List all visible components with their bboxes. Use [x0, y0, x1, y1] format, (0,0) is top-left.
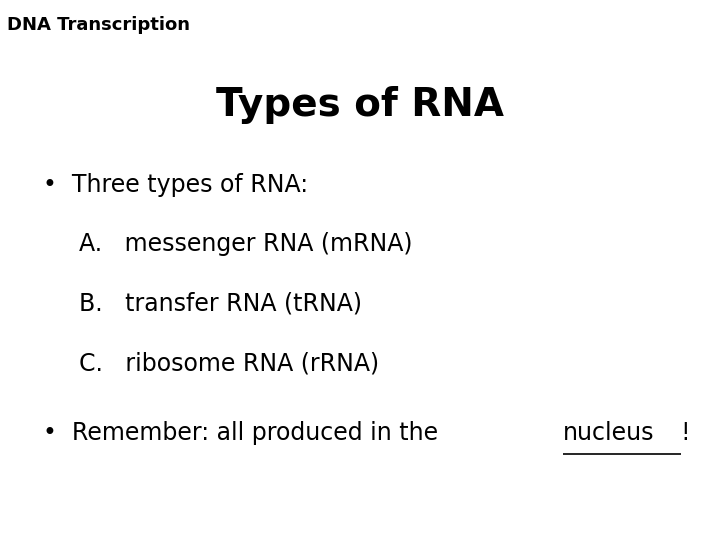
- Text: C.   ribosome RNA (rRNA): C. ribosome RNA (rRNA): [79, 351, 379, 375]
- Text: !: !: [681, 421, 690, 445]
- Text: •  Remember: all produced in the: • Remember: all produced in the: [43, 421, 446, 445]
- Text: A.   messenger RNA (mRNA): A. messenger RNA (mRNA): [79, 232, 413, 256]
- Text: •  Three types of RNA:: • Three types of RNA:: [43, 173, 308, 197]
- Text: DNA Transcription: DNA Transcription: [7, 16, 190, 34]
- Text: nucleus: nucleus: [563, 421, 654, 445]
- Text: B.   transfer RNA (tRNA): B. transfer RNA (tRNA): [79, 292, 362, 315]
- Text: Types of RNA: Types of RNA: [216, 86, 504, 124]
